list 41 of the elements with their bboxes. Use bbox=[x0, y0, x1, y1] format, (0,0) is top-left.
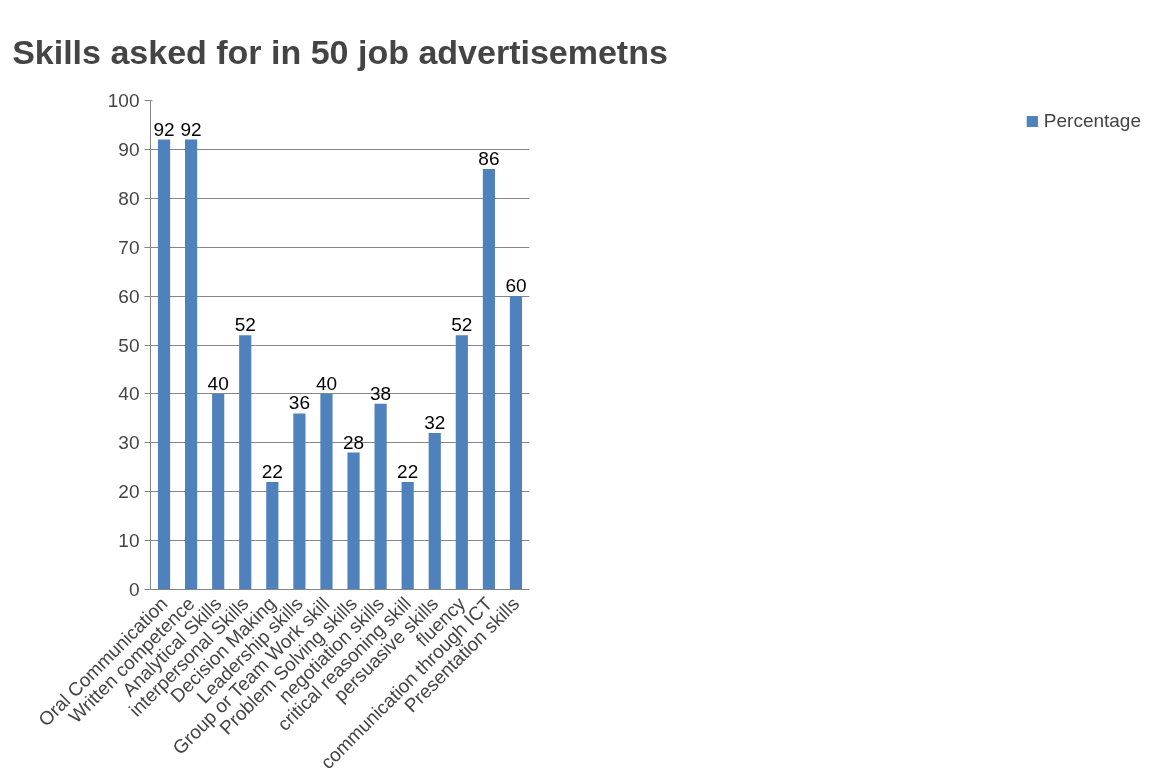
y-tick-label: 40 bbox=[118, 383, 140, 405]
bar bbox=[428, 433, 441, 590]
data-label: 86 bbox=[478, 147, 500, 169]
y-tick-label: 90 bbox=[118, 138, 140, 160]
bar bbox=[455, 335, 468, 590]
bar bbox=[212, 393, 225, 590]
data-label: 92 bbox=[153, 118, 175, 140]
y-tick-label: 20 bbox=[118, 481, 140, 503]
data-label: 52 bbox=[234, 314, 256, 336]
bar bbox=[347, 452, 360, 590]
y-tick-label: 50 bbox=[118, 334, 140, 356]
bar bbox=[401, 481, 414, 590]
y-tick-label: 100 bbox=[107, 90, 140, 111]
bar bbox=[482, 168, 495, 590]
y-tick-label: 60 bbox=[118, 285, 140, 307]
y-tick-label: 80 bbox=[118, 187, 140, 209]
y-tick-label: 0 bbox=[128, 579, 140, 600]
data-label: 40 bbox=[315, 372, 338, 394]
data-label: 22 bbox=[397, 460, 419, 482]
data-label: 60 bbox=[505, 275, 527, 297]
data-label: 38 bbox=[370, 382, 392, 404]
chart-title: Skills asked for in 50 job advertisemetns bbox=[12, 32, 668, 71]
y-tick-label: 10 bbox=[118, 530, 140, 552]
y-tick-label: 30 bbox=[118, 432, 140, 454]
bar bbox=[509, 296, 523, 590]
data-label: 22 bbox=[261, 460, 283, 482]
data-label: 52 bbox=[451, 314, 473, 336]
data-label: 92 bbox=[180, 118, 202, 140]
bar bbox=[157, 139, 171, 590]
bar bbox=[374, 403, 387, 590]
bar bbox=[239, 335, 252, 590]
bar bbox=[293, 413, 306, 590]
bar bbox=[266, 481, 279, 590]
y-tick-label: 70 bbox=[118, 236, 140, 258]
legend-label: Percentage bbox=[1043, 110, 1141, 132]
data-label: 28 bbox=[342, 431, 365, 453]
bar bbox=[320, 393, 333, 590]
data-label: 32 bbox=[424, 412, 446, 434]
data-label: 40 bbox=[207, 372, 229, 394]
bar bbox=[185, 139, 198, 590]
data-label: 36 bbox=[288, 392, 310, 414]
